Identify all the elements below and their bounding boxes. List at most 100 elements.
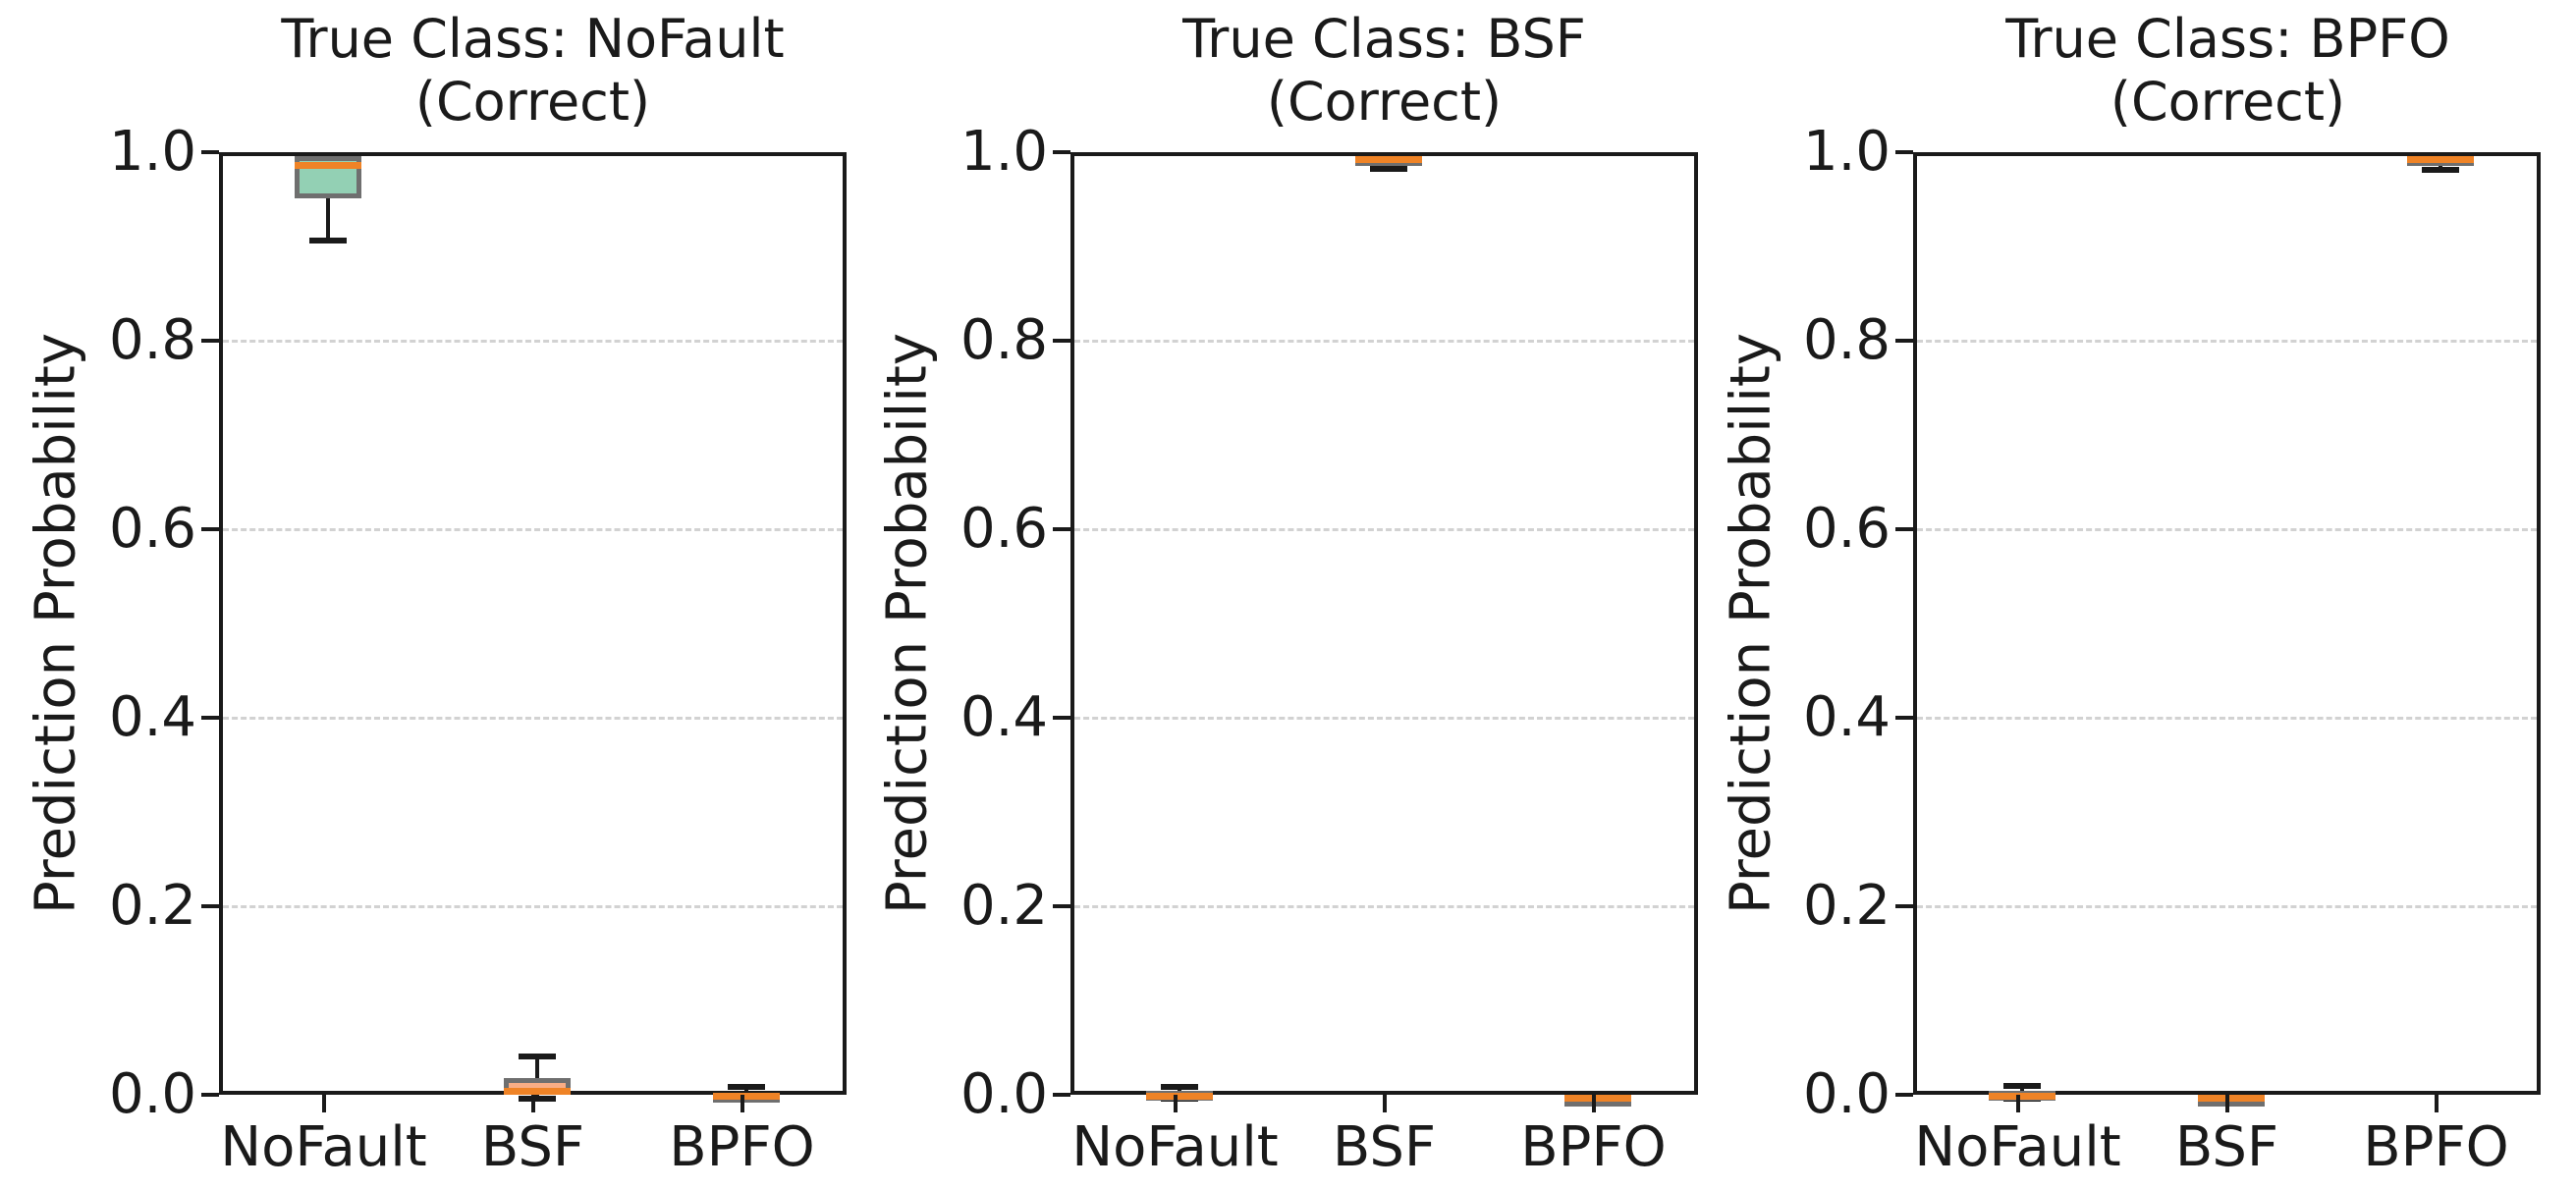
y-tick-label: 0.0 [108, 1062, 196, 1126]
y-tick [1053, 1093, 1070, 1097]
y-tick [1053, 904, 1070, 908]
gridline-y-0.8 [223, 339, 843, 343]
box-median [2197, 1094, 2265, 1102]
y-tick-label: 0.4 [1802, 685, 1891, 749]
y-tick-label: 0.6 [108, 497, 196, 561]
y-tick-label: 1.0 [959, 120, 1048, 184]
plot-title-line1: True Class: BSF [1182, 8, 1586, 70]
box-median [1563, 1094, 1631, 1102]
box-median [294, 162, 361, 170]
x-tick [1591, 1095, 1596, 1112]
gridline-y-0.8 [1074, 339, 1694, 343]
gridline-y-0.8 [1917, 339, 2537, 343]
y-tick [201, 150, 219, 154]
x-tick-label-nofault: NoFault [1071, 1115, 1279, 1179]
y-tick-label: 0.0 [959, 1062, 1048, 1126]
y-tick [201, 1093, 219, 1097]
gridline-y-0.2 [223, 904, 843, 908]
y-tick-label: 0.8 [108, 308, 196, 372]
y-tick [1053, 716, 1070, 720]
plot-area [1070, 152, 1698, 1108]
box-whisker-cap [518, 1053, 556, 1059]
y-tick [201, 527, 219, 531]
y-tick-label: 0.6 [959, 497, 1048, 561]
box-whisker-cap [727, 1084, 765, 1091]
box-median [1145, 1092, 1213, 1100]
x-tick-label-bpfo: BPFO [2363, 1115, 2509, 1179]
x-tick-label-nofault: NoFault [220, 1115, 427, 1179]
y-tick-label: 0.8 [959, 308, 1048, 372]
y-tick-label: 0.6 [1802, 497, 1891, 561]
box-whisker-cap [308, 238, 347, 244]
y-tick-label: 0.0 [1802, 1062, 1891, 1126]
gridline-y-0.2 [1917, 904, 2537, 908]
x-tick [1382, 1095, 1387, 1112]
plot-title-line1: True Class: NoFault [281, 8, 785, 70]
gridline-y-0.6 [1074, 527, 1694, 531]
gridline-y-0.6 [223, 527, 843, 531]
y-tick [1895, 527, 1913, 531]
plot-area [1913, 152, 2541, 1108]
y-tick-label: 0.2 [108, 874, 196, 938]
y-axis-label: Prediction Probability [1719, 332, 1783, 915]
plot-title-line2: (Correct) [414, 71, 651, 133]
plot-title-line2: (Correct) [1266, 71, 1503, 133]
x-tick [2434, 1095, 2439, 1112]
x-tick [740, 1095, 744, 1112]
box-median [503, 1087, 571, 1095]
box-whisker-cap [2421, 167, 2459, 174]
box-whisker-cap [518, 1096, 556, 1102]
x-tick [530, 1095, 535, 1112]
x-tick-label-bsf: BSF [2174, 1115, 2279, 1179]
y-tick [1053, 527, 1070, 531]
y-tick-label: 0.2 [959, 874, 1048, 938]
box-median [2406, 156, 2474, 163]
box-whisker-cap [1160, 1083, 1198, 1090]
box-median [1354, 156, 1422, 163]
gridline-y-0.2 [1074, 904, 1694, 908]
x-tick [1173, 1095, 1178, 1112]
plot-title-line2: (Correct) [2110, 71, 2346, 133]
gridline-y-0.6 [1917, 527, 2537, 531]
plot-title-line1: True Class: BPFO [2005, 8, 2450, 70]
box-whisker-cap [1369, 166, 1407, 173]
y-tick-label: 0.2 [1802, 874, 1891, 938]
y-tick [1895, 339, 1913, 343]
box-whisker [325, 156, 330, 242]
gridline-y-0.4 [1074, 716, 1694, 720]
x-tick [321, 1095, 326, 1112]
y-tick [1053, 339, 1070, 343]
y-tick [1895, 1093, 1913, 1097]
box-whisker-cap [2002, 1082, 2041, 1089]
plot-title: True Class: BSF (Correct) [1012, 8, 1757, 134]
y-tick-label: 1.0 [108, 120, 196, 184]
gridline-y-0.4 [1917, 716, 2537, 720]
x-tick [2015, 1095, 2020, 1112]
box-whisker [534, 1055, 539, 1099]
box-median [1988, 1092, 2055, 1100]
y-tick-label: 1.0 [1802, 120, 1891, 184]
y-tick [201, 716, 219, 720]
plot-title: True Class: BPFO (Correct) [1855, 8, 2576, 134]
y-tick-label: 0.8 [1802, 308, 1891, 372]
y-tick [201, 904, 219, 908]
y-tick [1895, 150, 1913, 154]
x-tick-label-nofault: NoFault [1914, 1115, 2121, 1179]
x-tick [2224, 1095, 2229, 1112]
y-tick-label: 0.4 [959, 685, 1048, 749]
x-tick-label-bsf: BSF [1332, 1115, 1437, 1179]
x-tick-label-bsf: BSF [480, 1115, 585, 1179]
x-tick-label-bpfo: BPFO [1520, 1115, 1667, 1179]
gridline-y-0.4 [223, 716, 843, 720]
y-tick [1895, 904, 1913, 908]
y-tick-label: 0.4 [108, 685, 196, 749]
plot-area [219, 152, 847, 1104]
y-tick [1053, 150, 1070, 154]
plot-title: True Class: NoFault (Correct) [160, 8, 905, 134]
y-tick [1895, 716, 1913, 720]
y-tick [201, 339, 219, 343]
x-tick-label-bpfo: BPFO [669, 1115, 815, 1179]
